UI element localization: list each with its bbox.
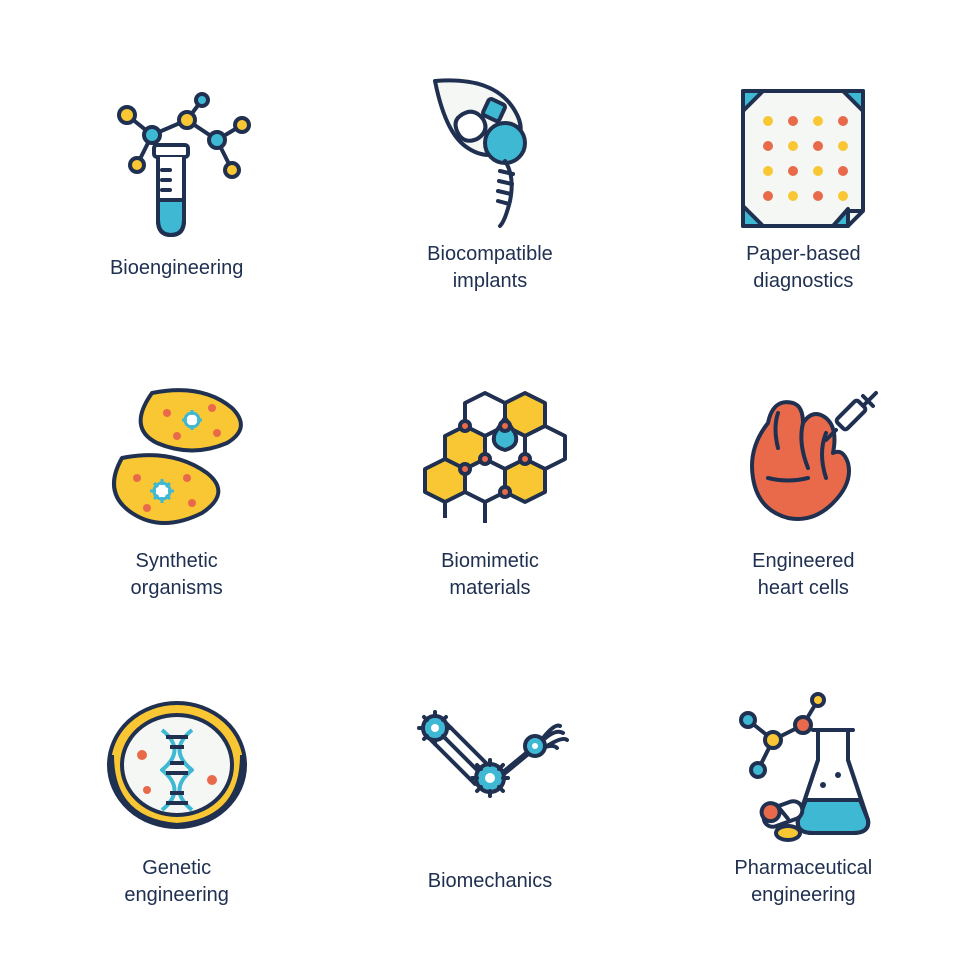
pharmaceutical-icon: [718, 685, 888, 845]
label-paper-diagnostics: Paper-based diagnostics: [746, 241, 861, 295]
label-bioengineering: Bioengineering: [110, 255, 243, 282]
cell-biomimetic-materials: Biomimetic materials: [343, 347, 636, 634]
cell-pharmaceutical-engineering: Pharmaceutical engineering: [657, 653, 950, 940]
bioengineering-icon: [92, 85, 262, 245]
cell-engineered-heart-cells: Engineered heart cells: [657, 347, 950, 634]
genetic-engineering-icon: [92, 685, 262, 845]
biomechanics-icon: [405, 698, 575, 858]
cell-synthetic-organisms: Synthetic organisms: [30, 347, 323, 634]
label-genetic-engineering: Genetic engineering: [124, 855, 229, 909]
label-synthetic-organisms: Synthetic organisms: [131, 548, 223, 602]
cell-biocompatible-implants: Biocompatible implants: [343, 40, 636, 327]
label-engineered-heart-cells: Engineered heart cells: [752, 548, 854, 602]
synthetic-organisms-icon: [92, 378, 262, 538]
heart-syringe-icon: [718, 378, 888, 538]
paper-diagnostics-icon: [718, 71, 888, 231]
cell-genetic-engineering: Genetic engineering: [30, 653, 323, 940]
icon-grid: Bioengineering Biocompa: [0, 0, 980, 980]
label-biomechanics: Biomechanics: [428, 868, 553, 895]
label-pharmaceutical-engineering: Pharmaceutical engineering: [734, 855, 872, 909]
label-biocompatible-implants: Biocompatible implants: [427, 241, 553, 295]
cell-bioengineering: Bioengineering: [30, 40, 323, 327]
hip-implant-icon: [405, 71, 575, 231]
biomimetic-materials-icon: [405, 378, 575, 538]
cell-paper-diagnostics: Paper-based diagnostics: [657, 40, 950, 327]
label-biomimetic-materials: Biomimetic materials: [441, 548, 539, 602]
cell-biomechanics: Biomechanics: [343, 653, 636, 940]
